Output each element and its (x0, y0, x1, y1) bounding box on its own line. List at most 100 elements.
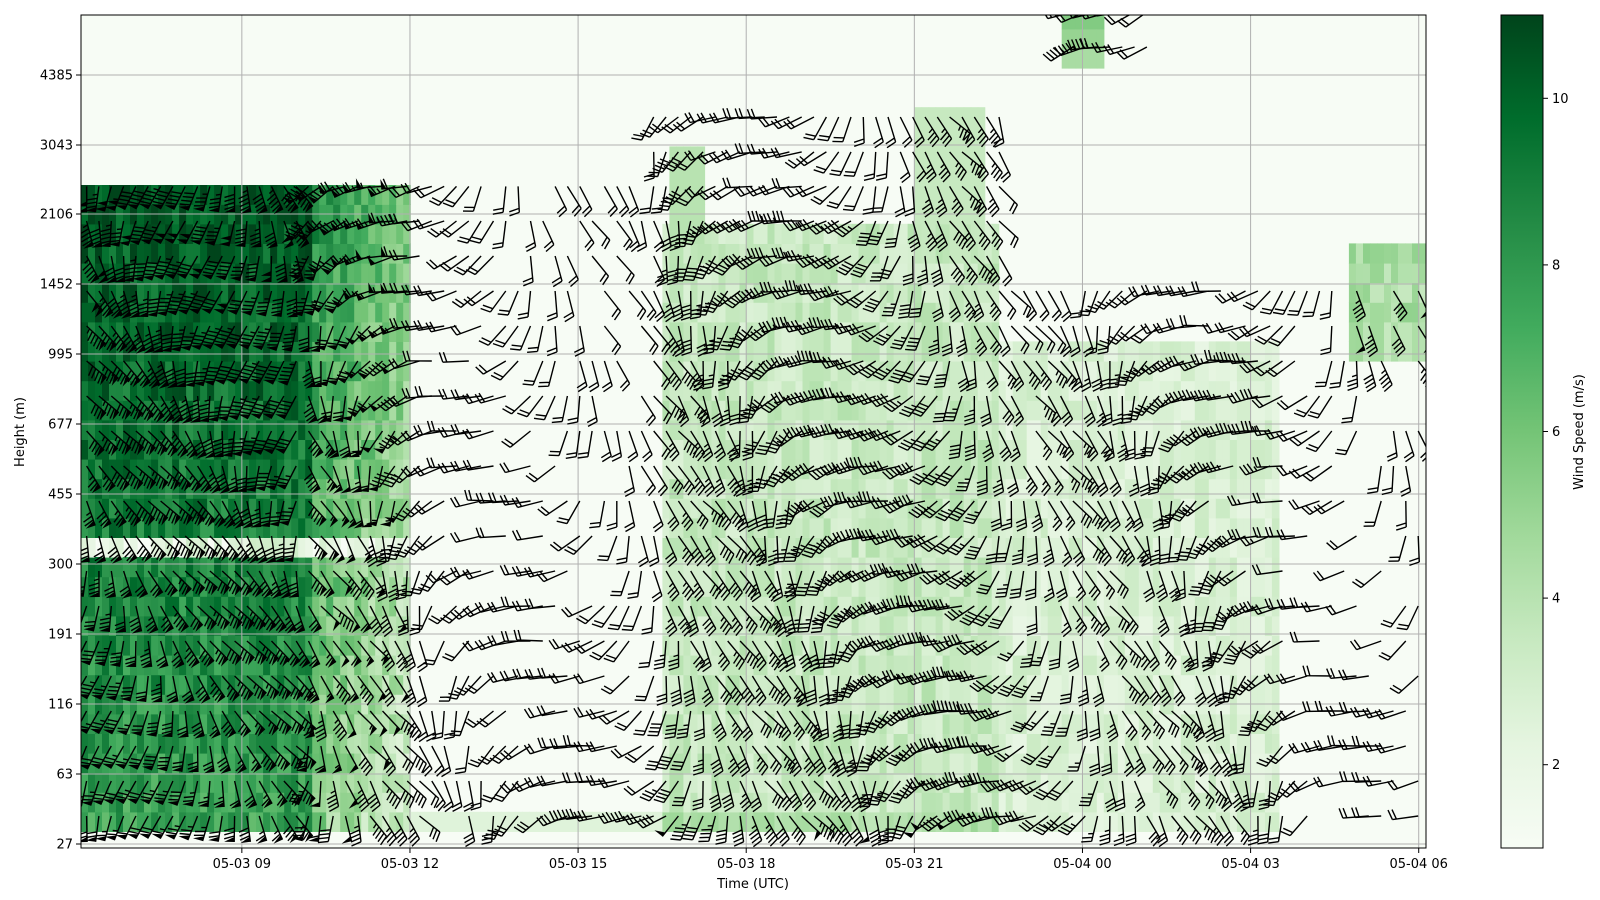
heatmap-cell (977, 498, 986, 519)
heatmap-cell (1264, 674, 1273, 695)
heatmap-cell (417, 811, 425, 832)
heatmap-cell (886, 792, 895, 813)
heatmap-cell (879, 321, 888, 342)
heatmap-cell (1152, 341, 1161, 362)
heatmap-cell (823, 615, 832, 636)
heatmap-cell (585, 811, 593, 832)
heatmap-cell (193, 557, 201, 578)
heatmap-cell (1384, 282, 1392, 303)
heatmap-cell (172, 713, 180, 734)
heatmap-cell (403, 243, 411, 264)
heatmap-cell (802, 263, 811, 284)
heatmap-cell (928, 596, 937, 617)
wind-barb (116, 815, 137, 840)
wind-barb (221, 675, 240, 701)
heatmap-cell (277, 478, 285, 499)
heatmap-cell (88, 419, 96, 440)
heatmap-cell (1236, 439, 1245, 460)
wind-barb (86, 395, 107, 420)
heatmap-cell (1229, 341, 1238, 362)
heatmap-cell (1131, 674, 1140, 695)
wind-barb (233, 745, 247, 772)
heatmap-cell (914, 263, 923, 284)
heatmap-cell (165, 772, 173, 793)
heatmap-cell (907, 243, 916, 264)
heatmap-cell (326, 615, 334, 636)
heatmap-cell (1405, 302, 1413, 323)
heatmap-cell (963, 321, 972, 342)
heatmap-cell (823, 263, 832, 284)
heatmap-cell (284, 792, 292, 813)
heatmap-cell (753, 537, 762, 558)
heatmap-cell (277, 557, 285, 578)
barb-flag (131, 626, 142, 634)
heatmap-cell (403, 419, 411, 440)
heatmap-cell (1082, 15, 1091, 30)
heatmap-cell (788, 282, 797, 303)
heatmap-cell (1096, 655, 1105, 676)
heatmap-cell (732, 498, 741, 519)
heatmap-cell (879, 419, 888, 440)
barb-flag (240, 310, 252, 316)
heatmap-cell (396, 772, 404, 793)
barb-flag (288, 591, 299, 598)
barb-flag (158, 381, 169, 389)
heatmap-cell (1391, 243, 1399, 264)
heatmap-cell (830, 537, 839, 558)
heatmap-cell (1180, 459, 1189, 480)
heatmap-cell (1138, 635, 1147, 656)
heatmap-cell (802, 400, 811, 421)
heatmap-cell (816, 674, 825, 695)
wind-barb (276, 465, 297, 490)
heatmap-cell (907, 537, 916, 558)
heatmap-cell (368, 439, 376, 460)
heatmap-cell (690, 655, 699, 676)
heatmap-cell (739, 459, 748, 480)
heatmap-cell (179, 792, 187, 813)
wind-barb (234, 220, 248, 247)
heatmap-cell (704, 655, 713, 676)
heatmap-cell (368, 243, 376, 264)
heatmap-cell (767, 302, 776, 323)
barb-flag (304, 731, 315, 739)
heatmap-cell (802, 243, 811, 264)
heatmap-cell (319, 635, 327, 656)
heatmap-cell (1152, 498, 1161, 519)
heatmap-cell (1355, 302, 1364, 323)
wind-barb (263, 430, 285, 455)
heatmap-cell (1082, 28, 1091, 49)
heatmap-cell (1180, 655, 1189, 676)
heatmap-cell (823, 321, 832, 342)
barb-flag (207, 416, 219, 422)
heatmap-cell (753, 341, 762, 362)
heatmap-cell (130, 576, 138, 597)
heatmap-cell (683, 674, 691, 695)
heatmap-cell (116, 537, 124, 558)
barb-flag (175, 382, 186, 387)
heatmap-cell (221, 635, 229, 656)
heatmap-cell (1075, 459, 1084, 480)
heatmap-cell (396, 439, 404, 460)
heatmap-cell (389, 439, 397, 460)
heatmap-cell (1173, 361, 1182, 382)
barb-flag (308, 836, 319, 842)
heatmap-cell (95, 439, 103, 460)
heatmap-cell (1201, 674, 1210, 695)
heatmap-cell (935, 655, 944, 676)
heatmap-cell (683, 596, 691, 617)
heatmap-cell (1215, 341, 1224, 362)
heatmap-cell (340, 263, 348, 284)
heatmap-cell (1103, 557, 1112, 578)
heatmap-cell (123, 478, 131, 499)
heatmap-cell (109, 557, 117, 578)
heatmap-cell (1040, 576, 1049, 597)
heatmap-cell (823, 576, 832, 597)
wind-barb (103, 186, 112, 212)
heatmap-cell (1061, 517, 1070, 538)
heatmap-cell (809, 772, 818, 793)
heatmap-cell (347, 243, 355, 264)
heatmap-cell (900, 498, 909, 519)
heatmap-cell (1243, 537, 1252, 558)
heatmap-cell (697, 263, 706, 284)
heatmap-cell (158, 733, 166, 754)
